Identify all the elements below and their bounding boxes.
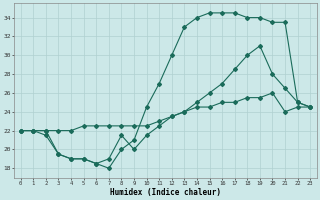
X-axis label: Humidex (Indice chaleur): Humidex (Indice chaleur) [110, 188, 221, 197]
